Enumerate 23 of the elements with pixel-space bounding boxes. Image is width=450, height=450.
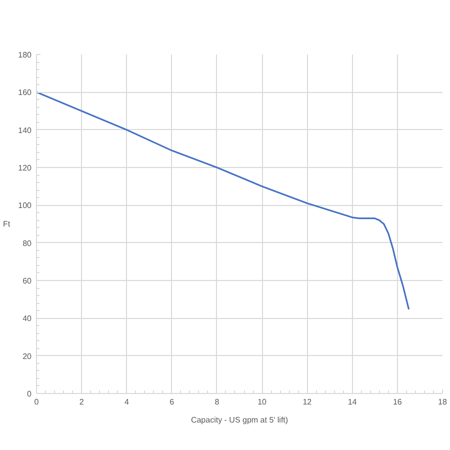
x-tick-label: 6 bbox=[170, 398, 175, 406]
x-tick-label: 18 bbox=[438, 398, 448, 406]
y-tick-label: 60 bbox=[22, 276, 32, 286]
y-tick-label: 40 bbox=[22, 314, 32, 324]
x-axis-title: Capacity - US gpm at 5' lift) bbox=[190, 416, 288, 424]
x-tick-label: 12 bbox=[302, 398, 312, 406]
y-tick-label: 20 bbox=[22, 352, 32, 361]
x-tick-label: 10 bbox=[258, 398, 268, 406]
y-tick-label: 80 bbox=[22, 238, 32, 248]
x-tick-label: 0 bbox=[34, 398, 40, 406]
line-series bbox=[36, 91, 410, 310]
y-tick-label: 160 bbox=[18, 88, 32, 98]
x-tick-label: 16 bbox=[392, 398, 402, 406]
x-tick-label: 8 bbox=[214, 398, 220, 406]
x-tick-label: 2 bbox=[79, 398, 84, 406]
y-tick-label: 120 bbox=[18, 164, 32, 172]
y-tick-label: 180 bbox=[18, 50, 32, 60]
y-axis-title: Ft bbox=[3, 220, 11, 228]
y-tick-label: 140 bbox=[18, 126, 32, 135]
x-tick-label: 4 bbox=[124, 398, 130, 406]
x-tick-label: 14 bbox=[348, 398, 358, 406]
y-tick-label: 100 bbox=[18, 201, 32, 210]
y-tick-label: 0 bbox=[27, 390, 32, 398]
